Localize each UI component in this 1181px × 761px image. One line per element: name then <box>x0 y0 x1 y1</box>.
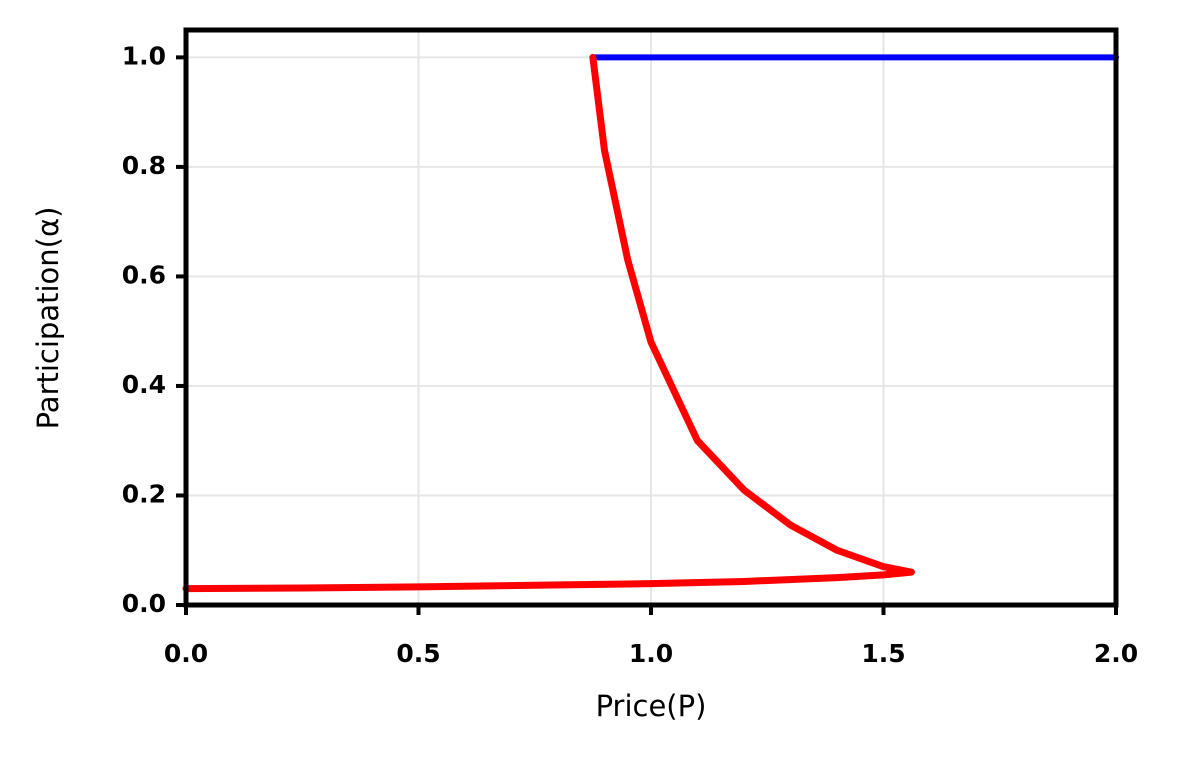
x-tick-label: 1.5 <box>861 639 905 668</box>
y-tick-label: 0.2 <box>122 479 166 508</box>
y-axis-label: Participation(α) <box>31 207 65 430</box>
x-tick-label: 0.0 <box>164 639 208 668</box>
x-tick-label: 2.0 <box>1094 639 1138 668</box>
plot-frame <box>183 27 1119 608</box>
x-axis-label: Price(P) <box>596 689 707 723</box>
y-tick-label: 0.4 <box>122 370 166 399</box>
x-tick-label: 0.5 <box>396 639 440 668</box>
y-tick-label: 0.6 <box>122 260 166 289</box>
y-tick-label: 0.8 <box>122 151 166 180</box>
data-line <box>182 53 915 593</box>
x-tick-label: 1.0 <box>629 639 673 668</box>
y-tick-label: 0.0 <box>122 589 166 618</box>
y-tick-label: 1.0 <box>122 41 166 70</box>
